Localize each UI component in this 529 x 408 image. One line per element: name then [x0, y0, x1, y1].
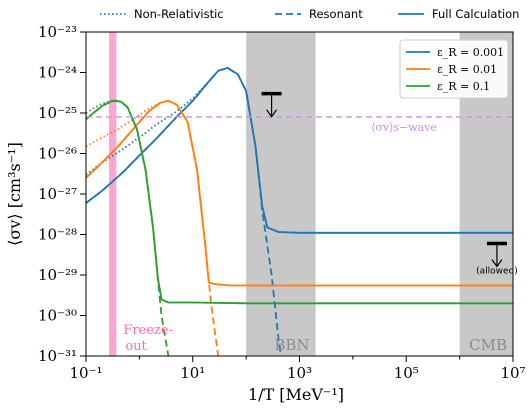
y-tick-label: 10⁻²⁴ — [38, 64, 77, 82]
y-tick-label: 10⁻²⁹ — [38, 266, 77, 284]
y-tick-label: 10⁻²⁵ — [38, 104, 77, 122]
x-tick-label: 10³ — [287, 364, 312, 382]
x-tick-label: 10⁷ — [500, 364, 525, 382]
x-tick-label: 10¹ — [180, 364, 205, 382]
series-legend-label: ε_R = 0.01 — [437, 63, 497, 76]
y-tick-label: 10⁻³¹ — [38, 347, 77, 365]
freezeout-label-line2: out — [125, 339, 147, 354]
shaded-label-cmb: CMB — [469, 336, 507, 354]
style-legend-label: Resonant — [309, 7, 363, 21]
y-tick-label: 10⁻³⁰ — [38, 307, 77, 325]
series-legend: ε_R = 0.001 ε_R = 0.01 ε_R = 0.1 — [400, 40, 508, 98]
freezeout-label-line1: Freeze- — [123, 323, 173, 338]
shaded-label-bbn: BBN — [274, 336, 309, 354]
freezeout-band — [109, 32, 116, 356]
style-legend-label: Non-Relativistic — [134, 7, 224, 21]
limit-note-1: (allowed) — [476, 266, 518, 276]
x-tick-label: 10⁵ — [394, 364, 419, 382]
shaded-region-bbn — [246, 32, 315, 356]
series-legend-label: ε_R = 0.1 — [437, 80, 490, 93]
line-style-legend: Non-Relativistic Resonant Full Calculation — [100, 7, 519, 21]
y-axis-label: ⟨σv⟩ [cm³s⁻¹] — [5, 142, 24, 246]
swave-label: ⟨σv⟩s−wave — [371, 121, 437, 134]
y-tick-label: 10⁻²⁷ — [38, 185, 77, 203]
y-tick-label: 10⁻²⁶ — [38, 145, 77, 163]
series-legend-label: ε_R = 0.001 — [437, 46, 504, 59]
x-tick-label: 10⁻¹ — [69, 364, 102, 382]
y-tick-label: 10⁻²⁸ — [38, 226, 77, 244]
x-axis-label: 1/T [MeV⁻¹] — [248, 385, 344, 404]
series-1-resonant-line — [86, 101, 218, 356]
y-tick-label: 10⁻²³ — [38, 23, 77, 41]
style-legend-label: Full Calculation — [432, 7, 519, 21]
